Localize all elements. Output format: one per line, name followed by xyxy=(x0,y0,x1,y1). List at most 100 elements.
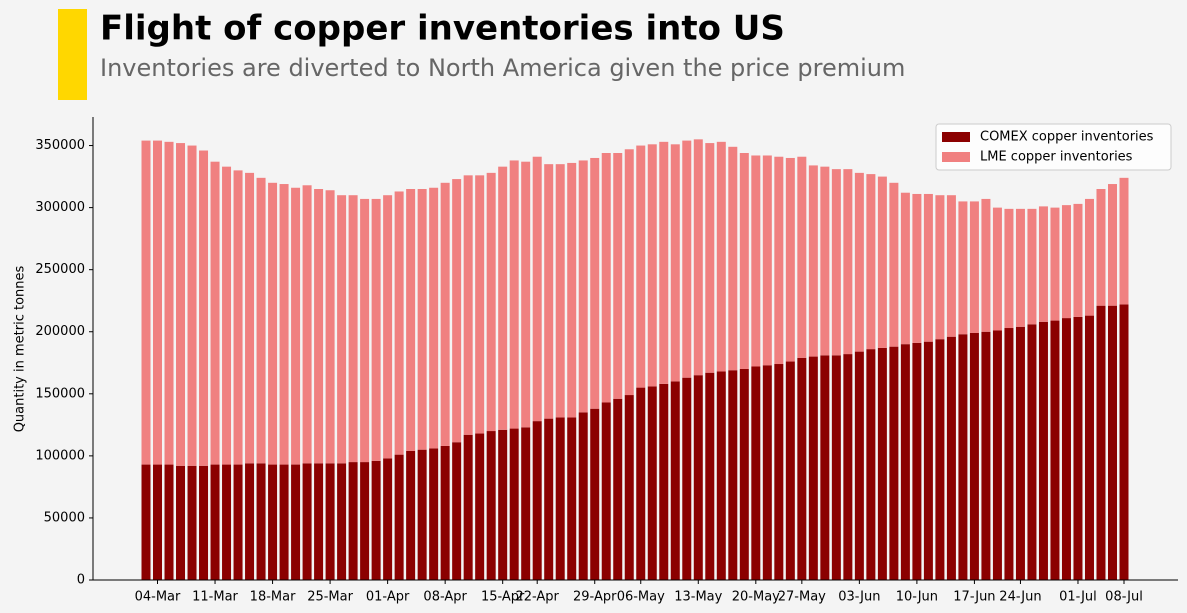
bar xyxy=(728,370,738,580)
bar xyxy=(199,150,209,466)
x-tick-label: 01-Apr xyxy=(366,590,410,605)
bar xyxy=(222,464,232,580)
bar xyxy=(268,464,278,580)
bar xyxy=(291,187,301,465)
bar xyxy=(406,450,416,580)
bar xyxy=(613,398,623,580)
bar xyxy=(348,195,358,463)
bar xyxy=(394,454,404,580)
bar xyxy=(900,344,910,580)
y-tick-label: 300000 xyxy=(35,200,85,215)
legend-swatch xyxy=(942,132,970,142)
bar xyxy=(889,346,899,580)
bar xyxy=(1061,318,1071,580)
bar xyxy=(532,421,542,580)
bar xyxy=(463,175,473,435)
bar xyxy=(682,140,692,378)
x-tick-label: 24-Jun xyxy=(999,590,1041,605)
bar xyxy=(969,201,979,333)
bar xyxy=(831,169,841,356)
bar xyxy=(383,458,393,580)
bar xyxy=(1084,315,1094,580)
bar xyxy=(153,140,163,465)
bar xyxy=(498,166,508,430)
bar xyxy=(785,361,795,580)
y-axis-label: Quantity in metric tonnes xyxy=(13,265,28,432)
chart-title: Flight of copper inventories into US xyxy=(100,9,785,49)
bar xyxy=(1084,198,1094,316)
bar xyxy=(486,431,496,580)
bar xyxy=(762,155,772,366)
bar xyxy=(670,144,680,382)
bar xyxy=(429,448,439,580)
bar xyxy=(417,188,427,450)
bar xyxy=(337,195,347,464)
bar xyxy=(935,339,945,580)
bar xyxy=(762,365,772,580)
y-tick-label: 150000 xyxy=(35,386,85,401)
bar xyxy=(509,160,519,429)
bar xyxy=(958,334,968,580)
bar xyxy=(590,408,600,580)
bar xyxy=(256,463,266,580)
y-tick-label: 250000 xyxy=(35,262,85,277)
y-tick-label: 200000 xyxy=(35,324,85,339)
legend-label: COMEX copper inventories xyxy=(980,130,1154,145)
bar xyxy=(1038,206,1048,322)
bar xyxy=(969,332,979,580)
bar xyxy=(555,164,565,418)
x-tick-label: 17-Jun xyxy=(953,590,995,605)
bar xyxy=(302,185,312,464)
bar xyxy=(877,347,887,580)
bar xyxy=(636,387,646,580)
x-tick-label: 25-Mar xyxy=(307,590,353,605)
bar xyxy=(176,465,186,580)
bar xyxy=(981,331,991,580)
bar xyxy=(1096,188,1106,306)
bar xyxy=(371,460,381,580)
bar xyxy=(187,465,197,580)
bar xyxy=(314,188,324,464)
bar xyxy=(751,366,761,580)
bar xyxy=(578,160,588,413)
x-tick-label: 08-Jul xyxy=(1105,590,1143,605)
bar xyxy=(360,462,370,580)
bar xyxy=(946,336,956,580)
bar xyxy=(946,195,956,337)
bar xyxy=(992,330,1002,580)
bar xyxy=(578,412,588,580)
x-tick-label: 04-Mar xyxy=(135,590,181,605)
bar xyxy=(1050,207,1060,321)
bar xyxy=(1061,205,1071,319)
bar xyxy=(371,198,381,461)
bar xyxy=(601,152,611,403)
bar xyxy=(808,356,818,580)
bar xyxy=(820,166,830,356)
bar xyxy=(774,364,784,580)
bar xyxy=(187,145,197,466)
x-tick-label: 20-May xyxy=(732,590,780,605)
x-tick-label: 13-May xyxy=(674,590,722,605)
bar xyxy=(417,449,427,580)
bar xyxy=(843,169,853,355)
bar xyxy=(624,149,634,396)
bar xyxy=(176,143,186,466)
x-tick-label: 22-Apr xyxy=(515,590,559,605)
bar xyxy=(935,195,945,340)
y-tick-label: 350000 xyxy=(35,138,85,153)
bar xyxy=(877,176,887,348)
bar xyxy=(498,429,508,580)
bar xyxy=(659,383,669,580)
bar xyxy=(199,465,209,580)
x-tick-label: 06-May xyxy=(617,590,665,605)
bar xyxy=(797,357,807,580)
bar xyxy=(233,464,243,580)
bar xyxy=(1073,203,1083,317)
bar xyxy=(1119,304,1129,580)
y-tick-label: 50000 xyxy=(44,510,85,525)
bar xyxy=(1107,305,1117,580)
bar xyxy=(394,191,404,455)
bar xyxy=(682,377,692,580)
bar xyxy=(854,172,864,352)
